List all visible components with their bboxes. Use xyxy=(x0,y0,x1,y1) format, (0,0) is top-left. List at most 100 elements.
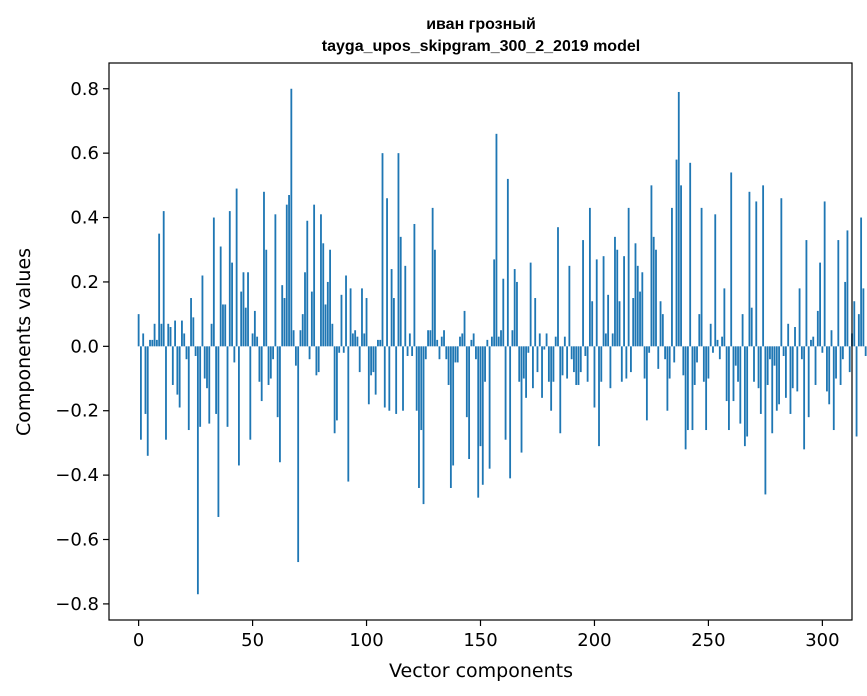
bar xyxy=(203,346,206,379)
bar xyxy=(308,346,311,360)
bar xyxy=(616,249,619,347)
bar xyxy=(853,301,856,347)
bar xyxy=(698,314,701,347)
bar xyxy=(509,346,512,479)
bar xyxy=(336,346,338,421)
bar xyxy=(292,330,295,347)
bar xyxy=(329,249,331,347)
bar xyxy=(395,346,398,414)
bar xyxy=(707,346,710,379)
bar xyxy=(614,236,616,347)
bar xyxy=(276,346,279,418)
bar xyxy=(682,346,685,376)
bar xyxy=(748,191,751,347)
bar xyxy=(725,346,728,402)
bar xyxy=(609,346,612,389)
bar xyxy=(584,346,587,356)
bar xyxy=(636,265,639,347)
bar xyxy=(456,346,459,363)
bar xyxy=(664,346,667,360)
bar xyxy=(506,178,509,347)
y-tick-label: 0.4 xyxy=(70,208,99,229)
bar xyxy=(671,207,673,347)
bar xyxy=(206,346,208,389)
bar xyxy=(620,346,623,382)
bar xyxy=(233,346,236,363)
x-tick-label: 150 xyxy=(463,630,497,651)
bar xyxy=(826,346,828,392)
bar xyxy=(481,346,484,485)
bar xyxy=(358,346,361,373)
bar xyxy=(750,307,753,347)
bar xyxy=(841,346,844,360)
bar xyxy=(575,346,578,385)
bar xyxy=(392,298,395,347)
bar xyxy=(217,346,220,517)
bar xyxy=(208,346,211,424)
bar xyxy=(228,211,231,347)
bar xyxy=(260,346,263,402)
bar xyxy=(365,298,368,347)
bar xyxy=(625,346,628,379)
bar xyxy=(404,265,407,347)
bar xyxy=(798,288,801,347)
bar xyxy=(413,223,416,347)
bar xyxy=(440,336,443,347)
bar xyxy=(351,333,354,347)
bar xyxy=(374,346,377,395)
bar xyxy=(420,346,423,431)
bar xyxy=(734,346,737,366)
bar xyxy=(659,301,662,347)
y-tick-label: 0.2 xyxy=(70,272,99,293)
bar xyxy=(151,339,154,347)
bar xyxy=(215,346,218,414)
bar xyxy=(522,346,525,379)
bar xyxy=(566,346,569,379)
bar xyxy=(520,346,523,453)
bar xyxy=(577,346,580,385)
bar xyxy=(418,346,420,488)
bar xyxy=(532,346,534,389)
bar xyxy=(377,339,379,347)
bar xyxy=(552,346,555,382)
bar xyxy=(693,346,696,385)
bar xyxy=(837,240,840,347)
bar xyxy=(249,346,252,440)
bar xyxy=(340,294,343,347)
bar xyxy=(730,172,733,347)
bar xyxy=(408,333,411,347)
bar xyxy=(279,346,281,463)
bar xyxy=(153,323,156,347)
y-axis-label: Components values xyxy=(13,248,35,436)
bar xyxy=(386,198,388,347)
bar xyxy=(361,288,363,347)
bar xyxy=(648,346,651,353)
bar xyxy=(438,346,441,360)
bar xyxy=(297,346,300,563)
bar xyxy=(383,346,386,408)
bar xyxy=(675,159,678,347)
bar xyxy=(645,346,648,421)
bar xyxy=(192,317,195,347)
chart-subtitle: tayga_upos_skipgram_300_2_2019 model xyxy=(322,38,640,55)
bar xyxy=(857,314,860,347)
bar xyxy=(502,278,505,347)
bar xyxy=(611,333,614,347)
bar xyxy=(140,346,142,440)
bar xyxy=(431,207,434,347)
bar xyxy=(677,91,680,347)
bar xyxy=(864,346,867,356)
bar xyxy=(775,346,778,411)
y-tick-label: 0.6 xyxy=(70,143,99,164)
bar xyxy=(529,262,532,347)
bar xyxy=(816,310,819,347)
bar xyxy=(705,346,708,431)
bar xyxy=(839,346,842,385)
bar xyxy=(547,346,550,382)
x-axis-label: Vector components xyxy=(389,660,573,682)
bar xyxy=(201,275,204,347)
bar xyxy=(411,346,414,356)
bar xyxy=(187,346,190,431)
bar xyxy=(511,330,514,347)
bar xyxy=(627,207,630,347)
